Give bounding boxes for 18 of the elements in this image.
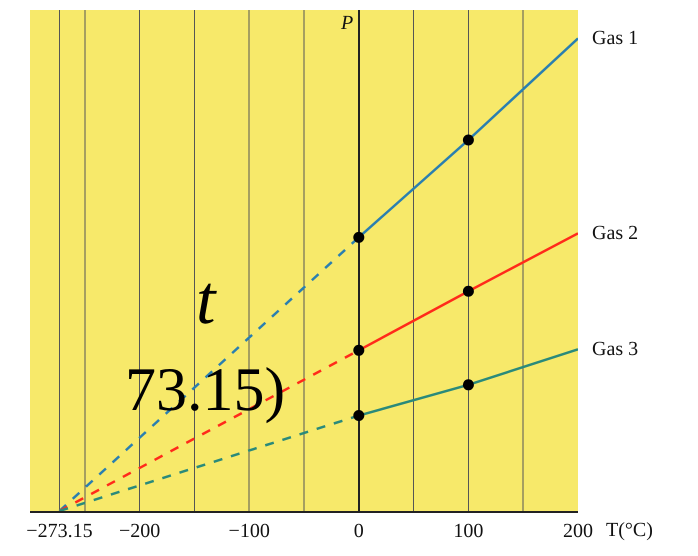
y-axis-title: P [340,12,354,34]
annotation: t [196,262,217,339]
x-tick-label: 100 [453,520,484,542]
series-label: Gas 1 [592,27,638,49]
point [353,232,364,243]
x-axis-title: T(°C) [606,519,653,541]
x-tick-label: 0 [354,520,364,542]
point [353,410,364,422]
x-tick-label: −273.15 [26,520,93,542]
x-tick-label: −100 [228,520,270,542]
point [353,344,364,356]
point [462,134,474,146]
series-label: Gas 3 [592,338,638,360]
point [462,286,474,297]
point [462,379,474,390]
x-tick-label: 200 [563,520,593,542]
series-label: Gas 2 [592,222,638,244]
x-tick-label: −200 [118,520,160,542]
